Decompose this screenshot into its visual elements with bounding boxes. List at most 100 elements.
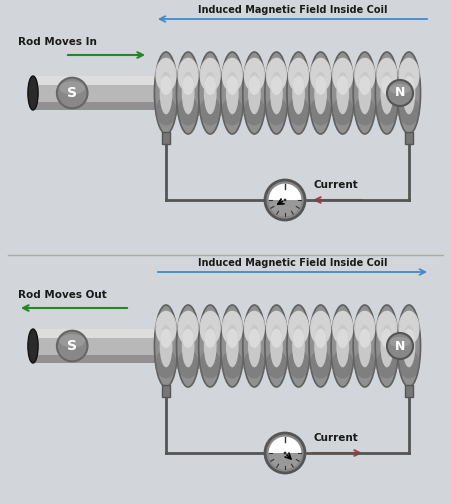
Ellipse shape (381, 76, 393, 95)
Ellipse shape (243, 52, 266, 134)
Ellipse shape (270, 72, 283, 114)
Ellipse shape (390, 84, 410, 94)
Ellipse shape (381, 329, 393, 348)
Bar (155, 71, 420, 86)
Bar (155, 104, 420, 115)
Ellipse shape (176, 305, 200, 387)
Ellipse shape (271, 329, 282, 348)
Ellipse shape (353, 305, 377, 387)
Ellipse shape (398, 350, 419, 379)
Ellipse shape (376, 58, 397, 92)
Ellipse shape (288, 311, 309, 345)
Ellipse shape (403, 329, 415, 348)
Ellipse shape (270, 325, 283, 367)
Bar (155, 357, 420, 368)
Text: Induced Magnetic Field Inside Coil: Induced Magnetic Field Inside Coil (198, 258, 387, 268)
Bar (33, 329, 173, 363)
Ellipse shape (403, 76, 415, 95)
Text: S: S (67, 339, 77, 353)
Ellipse shape (199, 97, 221, 125)
Bar (405, 385, 413, 397)
Ellipse shape (221, 350, 243, 379)
Bar (155, 71, 420, 115)
Bar (33, 102, 173, 110)
Ellipse shape (381, 72, 393, 114)
Ellipse shape (248, 72, 261, 114)
Circle shape (284, 452, 286, 455)
Ellipse shape (354, 97, 376, 125)
Ellipse shape (221, 305, 244, 387)
Ellipse shape (332, 97, 354, 125)
Ellipse shape (156, 97, 177, 125)
Ellipse shape (204, 76, 216, 95)
Ellipse shape (314, 325, 327, 367)
Ellipse shape (359, 325, 371, 367)
Ellipse shape (398, 58, 419, 92)
Ellipse shape (292, 325, 305, 367)
Circle shape (57, 331, 87, 361)
Ellipse shape (177, 350, 199, 379)
Text: Rod Moves In: Rod Moves In (18, 37, 97, 47)
Ellipse shape (315, 76, 327, 95)
Ellipse shape (293, 329, 304, 348)
Circle shape (284, 199, 286, 202)
Ellipse shape (375, 305, 399, 387)
Ellipse shape (332, 350, 354, 379)
Ellipse shape (244, 311, 265, 345)
Ellipse shape (156, 311, 177, 345)
Ellipse shape (403, 72, 415, 114)
Ellipse shape (332, 311, 354, 345)
Ellipse shape (354, 350, 376, 379)
Ellipse shape (244, 58, 265, 92)
Ellipse shape (310, 58, 331, 92)
Ellipse shape (310, 311, 331, 345)
Ellipse shape (226, 72, 239, 114)
Ellipse shape (359, 72, 371, 114)
Wedge shape (269, 200, 301, 216)
Ellipse shape (154, 52, 178, 134)
Ellipse shape (271, 76, 282, 95)
Bar (33, 329, 173, 338)
Ellipse shape (60, 81, 85, 95)
Ellipse shape (375, 52, 399, 134)
Ellipse shape (353, 52, 377, 134)
Bar (33, 76, 173, 85)
Ellipse shape (310, 350, 331, 379)
Ellipse shape (336, 72, 349, 114)
Ellipse shape (198, 305, 222, 387)
Ellipse shape (397, 305, 420, 387)
Ellipse shape (182, 325, 194, 367)
Ellipse shape (398, 311, 419, 345)
Ellipse shape (243, 305, 266, 387)
Ellipse shape (199, 350, 221, 379)
Ellipse shape (182, 329, 194, 348)
Ellipse shape (199, 58, 221, 92)
Ellipse shape (199, 311, 221, 345)
Bar (405, 132, 413, 144)
Ellipse shape (359, 329, 371, 348)
Ellipse shape (403, 325, 415, 367)
Ellipse shape (337, 76, 349, 95)
Text: N: N (395, 87, 405, 99)
Ellipse shape (28, 329, 38, 363)
Ellipse shape (177, 97, 199, 125)
Text: S: S (67, 86, 77, 100)
Ellipse shape (249, 329, 260, 348)
Bar (155, 324, 420, 368)
Ellipse shape (337, 329, 349, 348)
Ellipse shape (156, 350, 177, 379)
Ellipse shape (226, 76, 238, 95)
Circle shape (57, 78, 87, 108)
Ellipse shape (249, 76, 260, 95)
Ellipse shape (354, 311, 376, 345)
Ellipse shape (359, 76, 371, 95)
Ellipse shape (354, 58, 376, 92)
Ellipse shape (376, 311, 397, 345)
Ellipse shape (177, 311, 199, 345)
Ellipse shape (376, 350, 397, 379)
Ellipse shape (288, 350, 309, 379)
Ellipse shape (288, 58, 309, 92)
Text: N: N (395, 340, 405, 352)
Ellipse shape (266, 58, 287, 92)
Ellipse shape (221, 58, 243, 92)
